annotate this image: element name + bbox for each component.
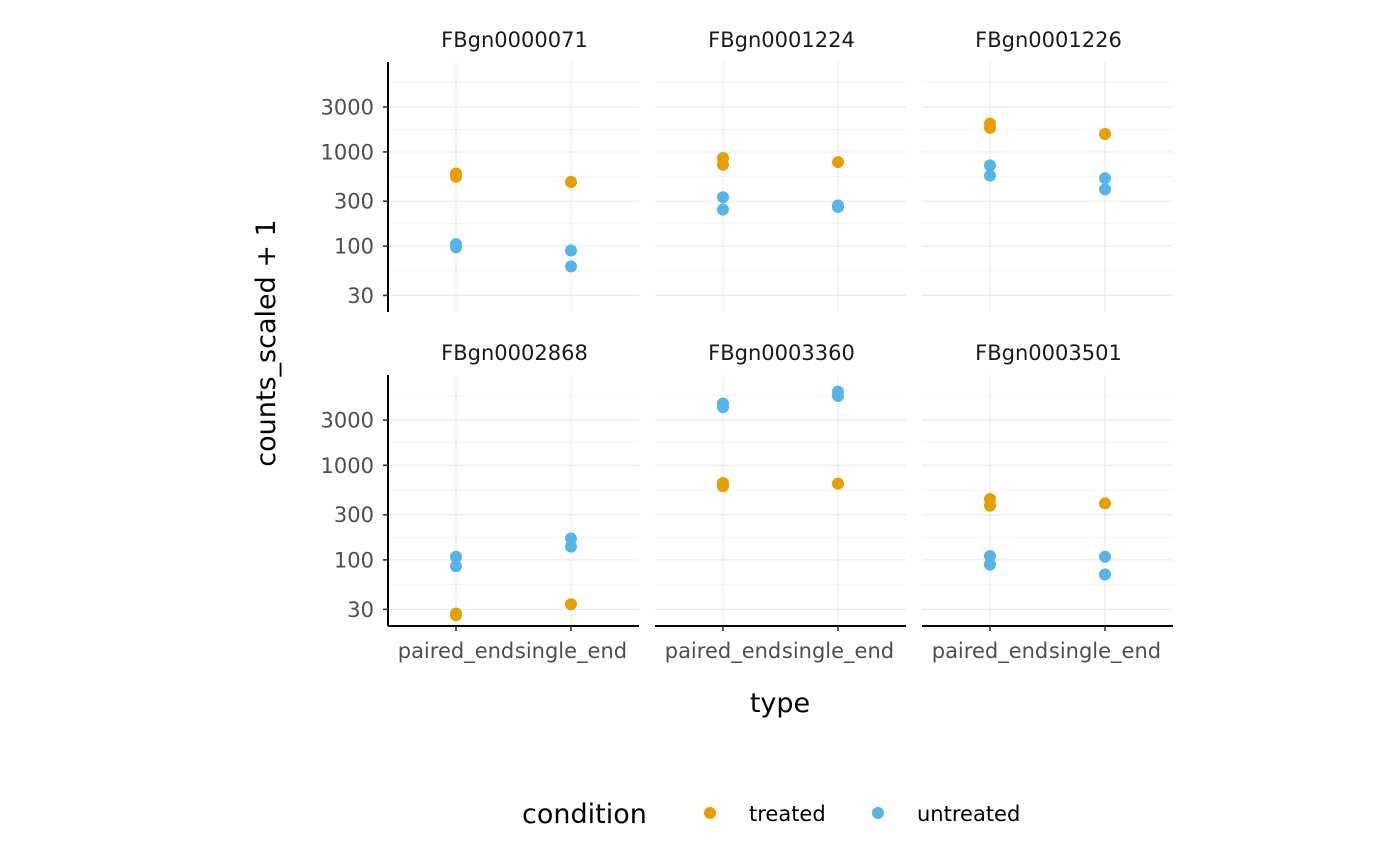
data-point-untreated xyxy=(565,244,577,257)
facet-panel: FBgn0003360 paired_end single_end xyxy=(655,341,906,664)
data-point-untreated xyxy=(1099,183,1111,196)
data-point-untreated xyxy=(450,550,462,563)
data-point-treated xyxy=(1099,127,1111,140)
facet-panel: FBgn0000071 30 100 300 1000 3000 xyxy=(321,28,639,312)
facet-panel: FBgn0003501 paired_end single_end xyxy=(922,341,1173,664)
facet-panel: FBgn0002868 30 100 300 1000 3000 paired_end sin… xyxy=(321,341,639,664)
data-point-untreated xyxy=(717,203,729,216)
data-point-treated xyxy=(717,158,729,171)
data-point-untreated xyxy=(717,191,729,204)
y-tick-label: 30 xyxy=(347,284,374,308)
x-tick-label: paired_end xyxy=(665,639,782,664)
facet-title: FBgn0000071 xyxy=(441,28,588,52)
legend-label-untreated: untreated xyxy=(917,802,1020,826)
legend-label-treated: treated xyxy=(749,802,826,826)
facet-title: FBgn0003501 xyxy=(975,341,1122,365)
y-tick-label: 100 xyxy=(334,548,374,572)
data-point-treated xyxy=(984,121,996,134)
y-tick-label: 3000 xyxy=(321,95,374,119)
legend-title: condition xyxy=(522,799,647,830)
data-point-treated xyxy=(450,609,462,622)
data-point-untreated xyxy=(1099,172,1111,185)
data-point-untreated xyxy=(832,201,844,214)
data-point-untreated xyxy=(984,558,996,571)
data-point-untreated xyxy=(984,169,996,182)
data-point-untreated xyxy=(450,241,462,254)
y-axis-title: counts_scaled + 1 xyxy=(251,219,282,466)
x-tick-label: single_end xyxy=(782,639,894,664)
y-tick-label: 100 xyxy=(334,235,374,259)
facet-title: FBgn0001224 xyxy=(708,28,855,52)
x-tick-label: single_end xyxy=(1049,639,1161,664)
legend-key-treated xyxy=(704,807,716,819)
data-point-treated xyxy=(450,170,462,183)
data-point-treated xyxy=(717,480,729,493)
facet-panels: FBgn0000071 30 100 300 1000 3000 FBgn0001224 FB… xyxy=(321,28,1173,664)
facet-title: FBgn0001226 xyxy=(975,28,1122,52)
legend: condition treated untreated xyxy=(522,799,1020,830)
data-point-untreated xyxy=(1099,550,1111,563)
y-tick-label: 300 xyxy=(334,190,374,214)
data-point-treated xyxy=(832,477,844,490)
y-tick-label: 300 xyxy=(334,503,374,527)
data-point-untreated xyxy=(984,159,996,172)
y-tick-label: 30 xyxy=(347,598,374,622)
data-point-treated xyxy=(565,175,577,188)
facet-panel: FBgn0001224 xyxy=(655,28,906,312)
y-tick-label: 1000 xyxy=(321,140,374,164)
data-point-untreated xyxy=(832,389,844,402)
facet-title: FBgn0002868 xyxy=(441,341,588,365)
data-point-untreated xyxy=(565,260,577,273)
facet-panel: FBgn0001226 xyxy=(922,28,1173,312)
data-point-treated xyxy=(832,156,844,169)
data-point-treated xyxy=(1099,497,1111,510)
y-tick-label: 3000 xyxy=(321,409,374,433)
data-point-untreated xyxy=(984,549,996,562)
data-point-untreated xyxy=(450,560,462,573)
facet-title: FBgn0003360 xyxy=(708,341,855,365)
data-point-untreated xyxy=(565,540,577,553)
data-point-treated xyxy=(565,598,577,611)
legend-key-untreated xyxy=(872,807,884,819)
x-tick-label: paired_end xyxy=(398,639,515,664)
x-axis-title: type xyxy=(750,688,810,719)
x-tick-label: single_end xyxy=(515,639,627,664)
x-tick-label: paired_end xyxy=(932,639,1049,664)
y-tick-label: 1000 xyxy=(321,454,374,478)
data-point-treated xyxy=(984,499,996,512)
data-point-untreated xyxy=(717,401,729,414)
data-point-untreated xyxy=(1099,568,1111,581)
